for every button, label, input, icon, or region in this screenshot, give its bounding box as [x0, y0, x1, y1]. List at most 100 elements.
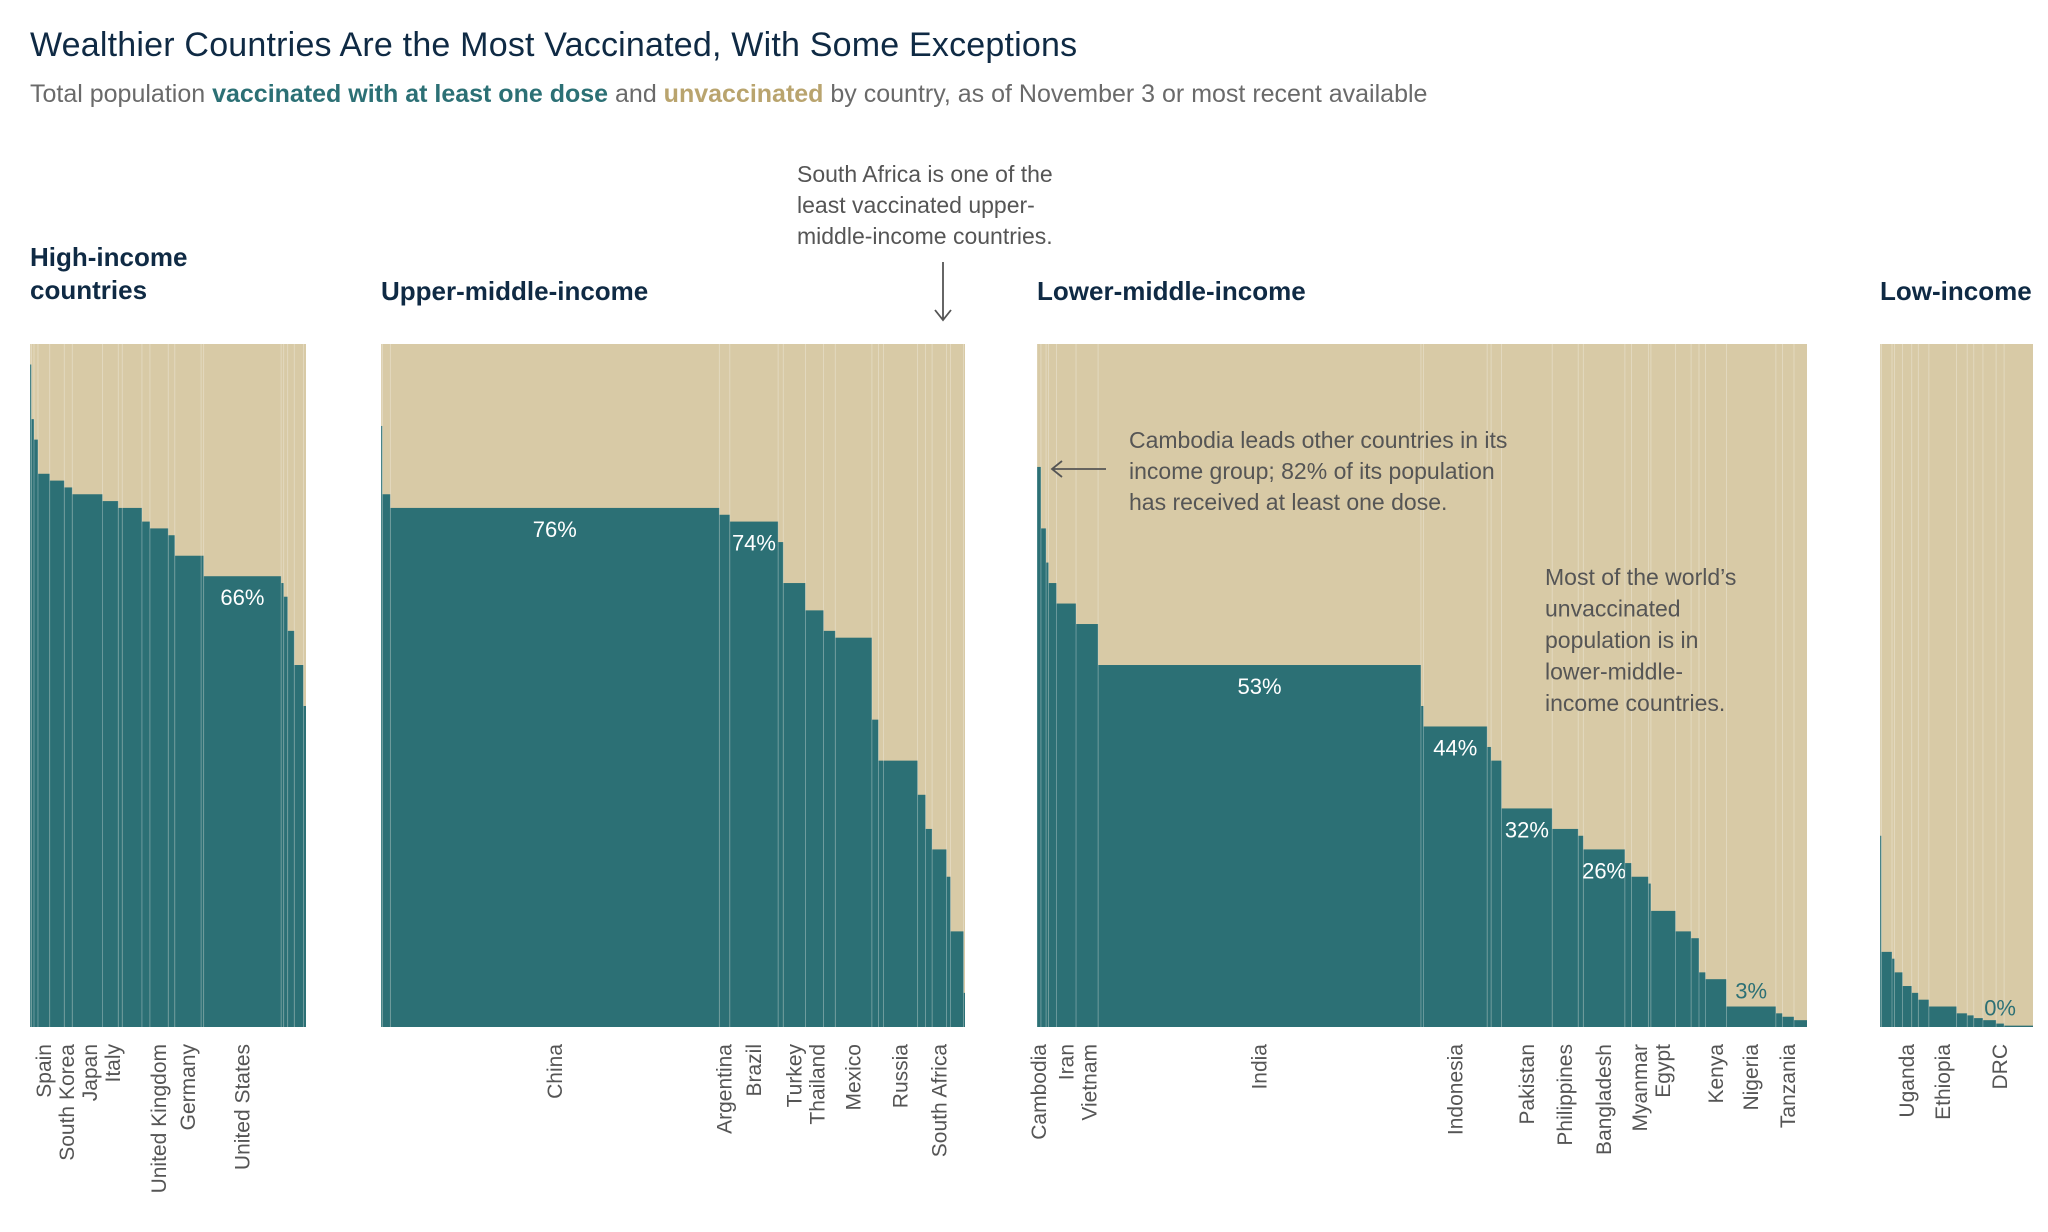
country-label: Iran: [1055, 1044, 1078, 1080]
bar-vaccinated: [1648, 883, 1651, 1027]
country-label: Germany: [177, 1044, 200, 1131]
country-label: United States: [231, 1044, 254, 1170]
legend-unvaccinated: unvaccinated: [663, 80, 824, 108]
bar-vaccinated: [1902, 986, 1912, 1027]
country-label: Vietnam: [1078, 1044, 1101, 1121]
annotation-south-africa: least vaccinated upper-: [797, 192, 1035, 218]
country-label: Kenya: [1705, 1044, 1728, 1104]
bar-vaccinated: [168, 535, 175, 1027]
bar-vaccinated: [1973, 1018, 1983, 1027]
value-label: 66%: [220, 585, 264, 610]
bar-vaccinated: [174, 555, 202, 1027]
bar-vaccinated: [805, 610, 824, 1027]
country-label: Cambodia: [1028, 1044, 1051, 1140]
country-label: DRC: [1989, 1044, 2012, 1090]
bar-vaccinated: [1675, 931, 1692, 1027]
country-label: Argentina: [714, 1044, 737, 1134]
bar-vaccinated: [1098, 665, 1421, 1027]
bar-vaccinated: [1037, 466, 1041, 1027]
bar-vaccinated: [1956, 1013, 1968, 1027]
country-label: China: [544, 1044, 567, 1099]
annotation-cambodia: Cambodia leads other countries in its: [1129, 427, 1507, 453]
country-label: Japan: [79, 1044, 102, 1101]
bar-vaccinated: [203, 576, 282, 1027]
bar-vaccinated: [390, 507, 720, 1027]
value-label: 3%: [1735, 979, 1767, 1004]
country-label: Turkey: [783, 1044, 806, 1108]
country-label: Spain: [33, 1044, 56, 1098]
bar-vaccinated: [1775, 1013, 1783, 1027]
bar-vaccinated: [1705, 979, 1727, 1027]
annotation-unvaccinated: lower-middle-: [1545, 659, 1683, 685]
bar-vaccinated: [1491, 760, 1502, 1027]
bar-vaccinated: [1891, 958, 1895, 1027]
country-label: Indonesia: [1444, 1044, 1467, 1135]
bar-vaccinated: [118, 507, 123, 1027]
bar-vaccinated: [1487, 746, 1492, 1027]
value-label: 26%: [1582, 858, 1626, 883]
bar-vaccinated: [1583, 849, 1625, 1027]
annotation-cambodia: income group; 82% of its population: [1129, 458, 1495, 484]
bar-vaccinated: [1420, 705, 1424, 1027]
country-label: Egypt: [1652, 1044, 1675, 1098]
bar-vaccinated: [871, 719, 879, 1027]
country-label: Italy: [102, 1044, 125, 1083]
arrow-left-icon: [1050, 460, 1106, 478]
country-label: Myanmar: [1629, 1044, 1652, 1132]
annotation-south-africa: South Africa is one of the: [797, 161, 1053, 187]
annotation-unvaccinated: Most of the world’s: [1545, 564, 1736, 590]
bar-vaccinated: [1076, 624, 1099, 1027]
bar-vaccinated: [925, 828, 933, 1027]
bar-vaccinated: [1996, 1023, 2005, 1027]
bar-vaccinated: [281, 583, 284, 1027]
bar-vaccinated: [719, 514, 730, 1027]
bar-vaccinated: [30, 364, 32, 1027]
arrow-down-icon: [934, 262, 952, 322]
bar-vaccinated: [287, 630, 295, 1027]
bar-vaccinated: [1423, 726, 1488, 1027]
bar-vaccinated: [1624, 863, 1632, 1027]
group-header: High-income: [30, 242, 187, 272]
bar-vaccinated: [778, 542, 784, 1027]
bar-vaccinated: [823, 630, 836, 1027]
legend-vaccinated: vaccinated with at least one dose: [212, 80, 609, 108]
group-header: Upper-middle-income: [381, 276, 648, 306]
country-label: Tanzania: [1777, 1044, 1800, 1128]
bar-vaccinated: [917, 794, 926, 1027]
country-label: Nigeria: [1740, 1044, 1763, 1111]
bar-vaccinated: [1881, 951, 1892, 1027]
annotation-cambodia: has received at least one dose.: [1129, 489, 1447, 515]
group-header: Low-income: [1880, 276, 2032, 306]
bar-vaccinated: [141, 521, 150, 1027]
subtitle-mid: and: [608, 80, 664, 108]
bar-vaccinated: [1982, 1020, 1997, 1027]
bar-vaccinated: [64, 487, 73, 1027]
bar-vaccinated: [1691, 938, 1699, 1027]
bar-vaccinated: [1726, 1006, 1776, 1027]
bar-vaccinated: [1552, 828, 1579, 1027]
country-label: Brazil: [743, 1044, 766, 1097]
bar-vaccinated: [883, 760, 918, 1027]
bar-vaccinated: [1650, 910, 1676, 1027]
value-label: 32%: [1505, 817, 1549, 842]
bar-vaccinated: [294, 665, 304, 1027]
bar-vaccinated: [1578, 835, 1584, 1027]
country-label: Mexico: [843, 1044, 866, 1111]
country-label: United Kingdom: [148, 1044, 171, 1193]
bar-vaccinated: [835, 637, 872, 1027]
bar-vaccinated: [932, 849, 947, 1027]
bar-vaccinated: [1918, 999, 1929, 1027]
bar-vaccinated: [122, 507, 142, 1027]
value-label: 44%: [1433, 735, 1477, 760]
bar-vaccinated: [729, 521, 779, 1027]
bar-vaccinated: [33, 439, 38, 1027]
unvaccinated-area: [1880, 344, 2033, 1027]
annotation-unvaccinated: income countries.: [1545, 690, 1725, 716]
subtitle-post: by country, as of November 3 or most rec…: [823, 80, 1428, 108]
bar-vaccinated: [1048, 583, 1057, 1027]
value-label: 74%: [732, 531, 776, 556]
bar-vaccinated: [1631, 876, 1649, 1027]
annotation-south-africa: middle-income countries.: [797, 223, 1053, 249]
bar-vaccinated: [1782, 1016, 1794, 1027]
group-header: countries: [30, 275, 147, 305]
